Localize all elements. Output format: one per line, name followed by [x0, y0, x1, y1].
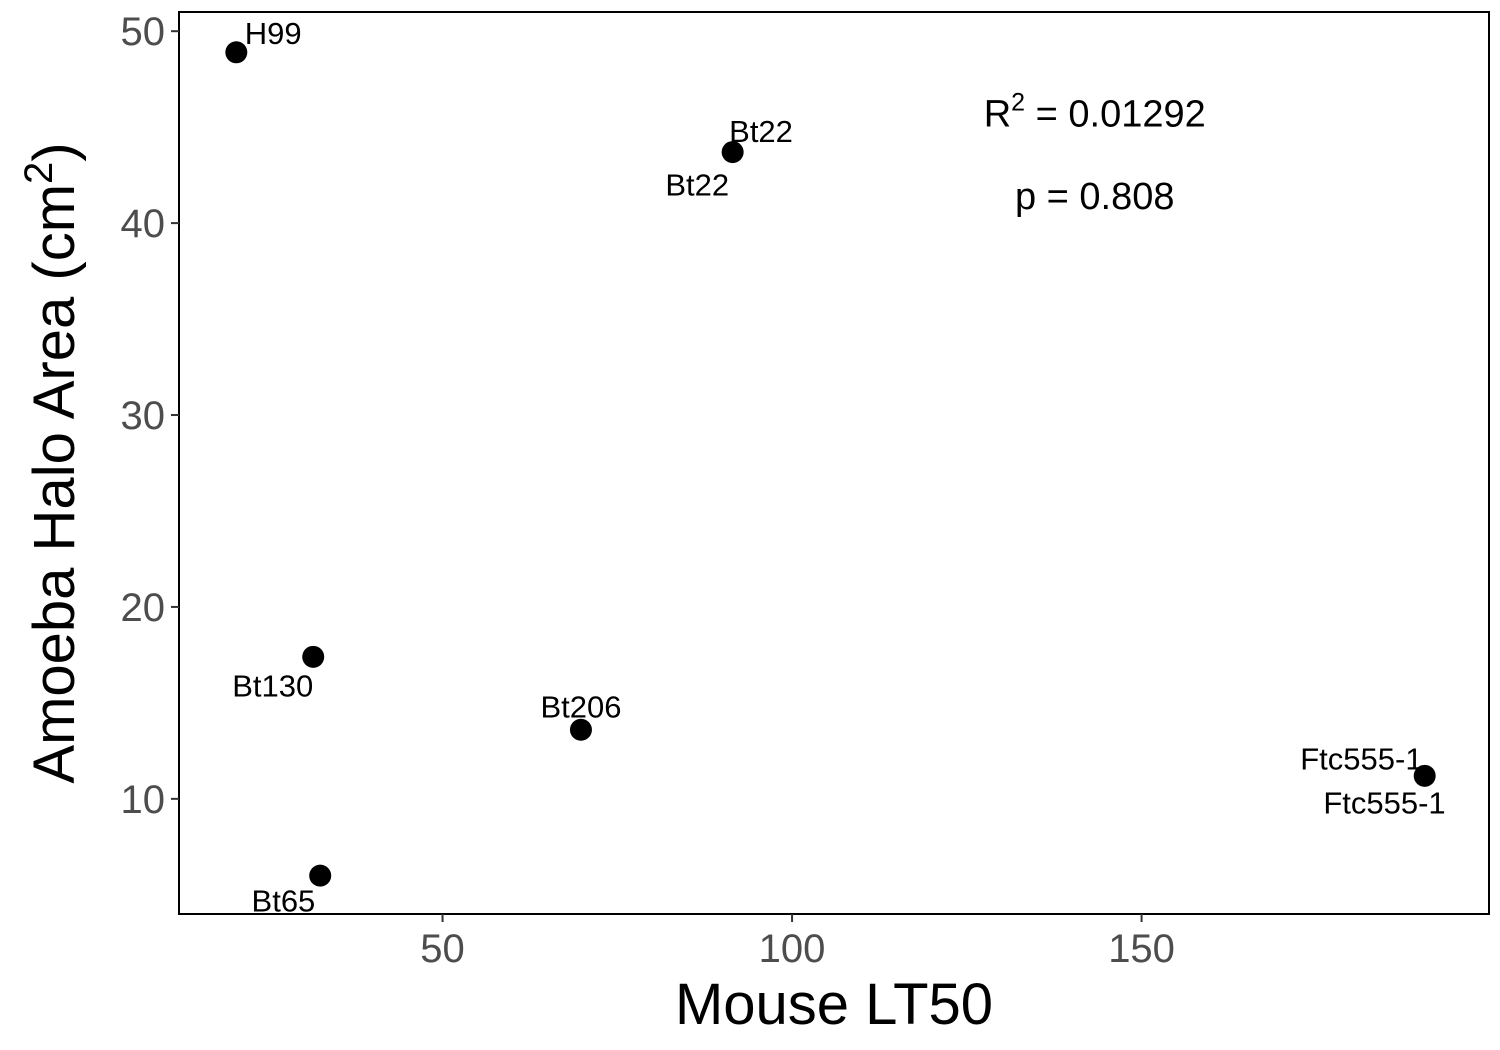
y-axis-title-superscript: 2: [17, 162, 61, 184]
data-point-bt65: [309, 864, 332, 887]
y-tick-label: 10: [121, 778, 166, 822]
data-point-h99: [225, 41, 248, 64]
x-tick-label: 150: [1108, 927, 1175, 971]
y-axis-title: Amoeba Halo Area (cm2): [17, 142, 87, 783]
y-tick-label: 50: [121, 10, 166, 54]
data-points: [225, 41, 1436, 887]
y-tick-label: 30: [121, 394, 166, 438]
r-squared-annotation: R2 = 0.01292: [984, 89, 1206, 136]
point-label-bt22: Bt22: [665, 168, 729, 203]
data-point-bt206: [569, 718, 592, 741]
x-tick-label: 50: [420, 927, 465, 971]
y-axis-title-close: ): [22, 142, 87, 161]
point-label-h99: H99: [245, 16, 302, 51]
point-label-bt65: Bt65: [252, 884, 316, 919]
point-label-ftc555-1: Ftc555-1: [1300, 742, 1422, 777]
y-tick-label: 40: [121, 202, 166, 246]
p-value-annotation: p = 0.808: [1015, 176, 1175, 218]
data-point-bt130: [302, 645, 325, 668]
r-squared-superscript: 2: [1011, 89, 1025, 117]
point-label-ftc555-1: Ftc555-1: [1323, 786, 1445, 821]
r-squared-letter: R: [984, 94, 1011, 136]
point-label-bt130: Bt130: [232, 669, 313, 704]
r-squared-value: = 0.01292: [1025, 94, 1206, 136]
x-axis-title: Mouse LT50: [675, 972, 993, 1037]
y-tick-label: 20: [121, 586, 166, 630]
y-axis-title-main: Amoeba Halo Area (cm: [22, 184, 87, 784]
data-point-bt22: [721, 141, 744, 164]
y-axis: 10 20 30 40 50: [121, 10, 179, 822]
point-label-bt22: Bt22: [729, 114, 793, 149]
data-point-ftc555-1: [1413, 764, 1436, 787]
x-tick-label: 100: [759, 927, 826, 971]
x-axis: 50 100 150: [420, 914, 1175, 971]
point-label-bt206: Bt206: [540, 690, 621, 725]
plot-panel-border: [178, 11, 1490, 915]
